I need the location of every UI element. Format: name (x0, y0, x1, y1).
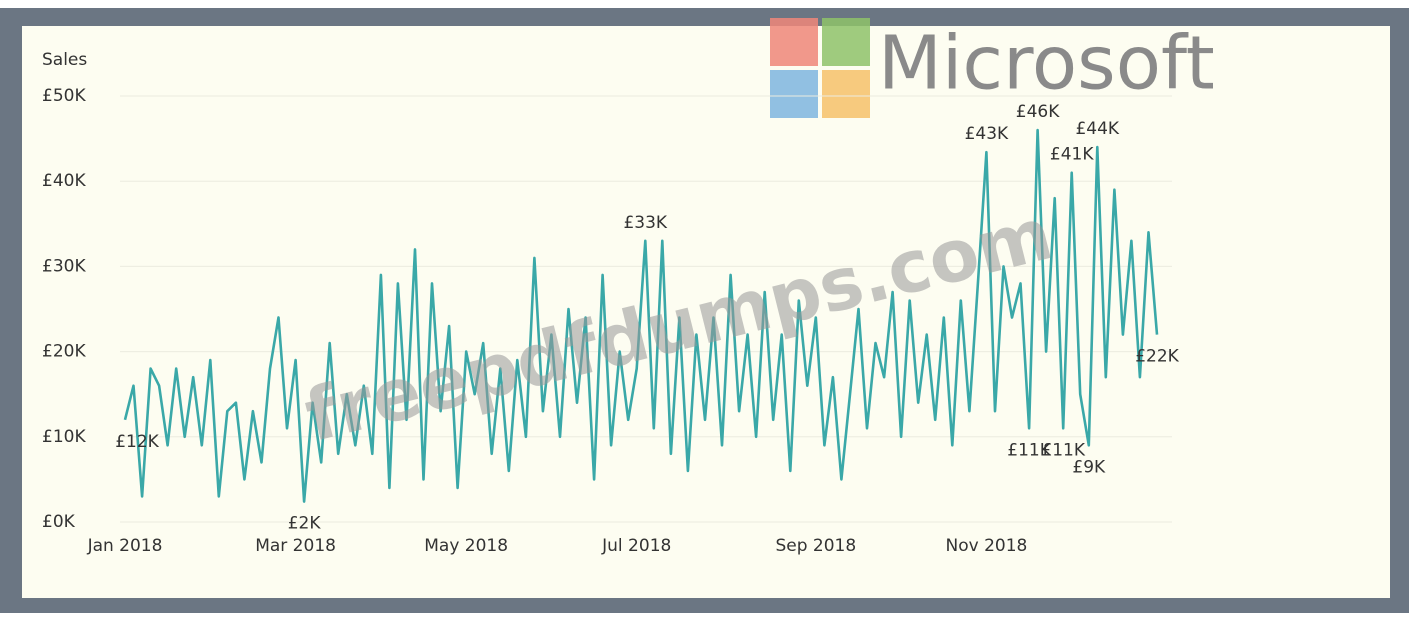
logo-tile (770, 70, 818, 118)
logo-tile (822, 70, 870, 118)
y-tick-label: £0K (42, 512, 76, 532)
sales-line (123, 128, 1159, 503)
y-axis-label: Sales (42, 50, 87, 70)
data-label: £44K (1075, 119, 1119, 139)
data-label: £9K (1072, 457, 1106, 477)
data-label: £22K (1135, 347, 1179, 367)
y-tick-label: £50K (42, 86, 86, 106)
x-tick-label: Jan 2018 (87, 536, 163, 556)
x-tick-label: Sep 2018 (775, 536, 856, 556)
y-tick-label: £40K (42, 171, 86, 191)
x-tick-label: Mar 2018 (255, 536, 336, 556)
data-label: £11K (1007, 440, 1051, 460)
y-tick-label: £30K (42, 256, 86, 276)
data-label: £46K (1016, 102, 1060, 122)
y-tick-label: £10K (42, 427, 86, 447)
data-label: £41K (1050, 145, 1094, 165)
data-label: £43K (965, 124, 1009, 144)
x-tick-label: Jul 2018 (601, 536, 671, 556)
x-tick-label: Nov 2018 (945, 536, 1027, 556)
x-tick-label: May 2018 (424, 536, 508, 556)
watermark-logo-text: Microsoft (878, 21, 1215, 107)
panel (22, 26, 1390, 598)
top-strip (0, 0, 1409, 8)
data-label: £12K (115, 432, 159, 452)
data-label: £33K (623, 213, 667, 233)
plot: £0K £10K £20K £30K £40K £50K Jan 2018 Mar 2018 M… (42, 86, 1180, 556)
logo-tile (770, 18, 818, 66)
y-tick-label: £20K (42, 342, 86, 362)
data-label: £2K (288, 514, 322, 534)
data-label: £11K (1041, 440, 1085, 460)
logo-tile (822, 18, 870, 66)
logo (770, 18, 870, 118)
